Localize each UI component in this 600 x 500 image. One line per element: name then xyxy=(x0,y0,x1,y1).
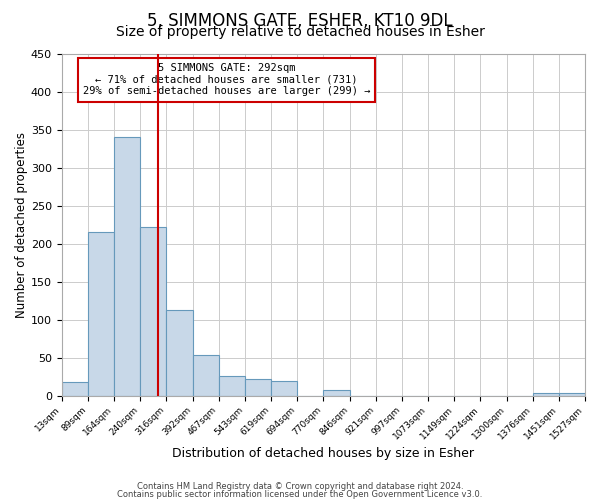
Text: Contains HM Land Registry data © Crown copyright and database right 2024.: Contains HM Land Registry data © Crown c… xyxy=(137,482,463,491)
Bar xyxy=(166,310,193,396)
Bar xyxy=(271,381,297,396)
Bar xyxy=(218,376,245,396)
Bar xyxy=(114,138,140,396)
Text: 5 SIMMONS GATE: 292sqm
← 71% of detached houses are smaller (731)
29% of semi-de: 5 SIMMONS GATE: 292sqm ← 71% of detached… xyxy=(83,63,370,96)
Bar xyxy=(323,390,350,396)
Bar xyxy=(533,394,559,396)
Bar xyxy=(193,356,218,396)
Bar xyxy=(62,382,88,396)
Bar xyxy=(140,227,166,396)
Bar xyxy=(245,379,271,396)
Text: Size of property relative to detached houses in Esher: Size of property relative to detached ho… xyxy=(116,25,484,39)
X-axis label: Distribution of detached houses by size in Esher: Distribution of detached houses by size … xyxy=(172,447,475,460)
Bar xyxy=(88,232,114,396)
Text: Contains public sector information licensed under the Open Government Licence v3: Contains public sector information licen… xyxy=(118,490,482,499)
Text: 5, SIMMONS GATE, ESHER, KT10 9DL: 5, SIMMONS GATE, ESHER, KT10 9DL xyxy=(147,12,453,30)
Y-axis label: Number of detached properties: Number of detached properties xyxy=(15,132,28,318)
Bar xyxy=(559,394,585,396)
